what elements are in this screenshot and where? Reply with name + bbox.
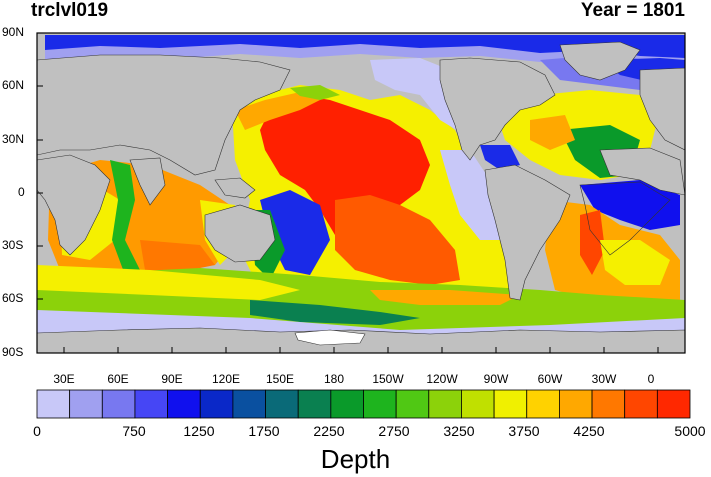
lon-tick-180: 180 (323, 372, 345, 386)
indian-green-ridge (110, 160, 140, 275)
colorbar-swatch (232, 389, 266, 419)
colorbar-swatch (395, 389, 430, 419)
ross-ice-shelf (294, 329, 366, 346)
colorbar-swatch (199, 389, 234, 419)
colorbar-swatch (167, 389, 201, 419)
south-america (484, 164, 571, 301)
lon-tick-60w: 60W (537, 372, 563, 386)
colorbar-label-4250: 4250 (573, 423, 605, 439)
africa-east (599, 147, 685, 196)
colorbar-swatch (493, 389, 528, 419)
colorbar-swatch (69, 389, 103, 419)
eurasia (639, 67, 685, 151)
indonesia-islands (214, 177, 256, 199)
africa-south (579, 181, 671, 256)
atlantic-equatorial-blue (580, 180, 680, 230)
colorbar-swatch (363, 389, 397, 419)
colorbar-swatch (330, 389, 364, 419)
southern-ocean-orange (370, 290, 520, 305)
colorbar-label-0: 0 (33, 423, 41, 439)
atlantic-south-yellow (600, 240, 670, 285)
colorbar-label-3750: 3750 (508, 423, 540, 439)
colorbar-label-1750: 1750 (248, 423, 280, 439)
india (129, 157, 166, 206)
lat-tick-60s: 60S (2, 291, 24, 305)
colorbar-label-1250: 1250 (183, 423, 215, 439)
atlantic-north-orange (530, 115, 575, 150)
colorbar-swatch (428, 389, 462, 419)
colorbar-label-5000: 5000 (674, 423, 706, 439)
lon-tick-0: 0 (647, 372, 655, 386)
colorbar-swatch (624, 389, 658, 419)
lon-tick-60e: 60E (107, 372, 129, 386)
colorbar-swatch (297, 389, 332, 419)
lon-tick-120e: 120E (211, 372, 241, 386)
southern-ocean-teal (250, 300, 420, 325)
map-title-year: Year = 1801 (580, 0, 685, 21)
colorbar (36, 389, 691, 419)
colorbar-swatch (591, 389, 626, 419)
indian-south-orange (140, 240, 215, 272)
lat-tick-30n: 30N (2, 132, 25, 146)
colorbar-swatch (559, 389, 593, 419)
colorbar-label-3250: 3250 (443, 423, 475, 439)
north-america (439, 57, 556, 161)
atlantic-south-red (580, 210, 605, 275)
africa (37, 154, 111, 256)
colorbar-swatch (461, 389, 495, 419)
lat-tick-0: 0 (18, 185, 25, 199)
bering-green (290, 85, 340, 100)
lat-tick-90s: 90S (2, 345, 24, 359)
lon-tick-30e: 30E (53, 372, 75, 386)
colorbar-swatch (134, 389, 168, 419)
lon-tick-90w: 90W (483, 372, 509, 386)
lon-tick-90e: 90E (161, 372, 183, 386)
arctic-shelf (45, 44, 685, 66)
pacific-orange-zone (335, 195, 460, 285)
lon-tick-30w: 30W (591, 372, 617, 386)
colorbar-label-750: 750 (122, 423, 146, 439)
lon-tick-150e: 150E (265, 372, 295, 386)
greenland (559, 41, 641, 81)
colorbar-swatch (101, 389, 136, 419)
map-title-variable: trclvl019 (31, 0, 109, 21)
australia (204, 204, 276, 263)
southern-ocean-yellow (37, 265, 300, 300)
colorbar-label-2750: 2750 (378, 423, 410, 439)
colorbar-label-2250: 2250 (313, 423, 345, 439)
map-ticks (37, 32, 659, 354)
colorbar-title: Depth (320, 444, 391, 474)
pacific-north-shelf (235, 92, 330, 130)
lon-tick-150w: 150W (372, 372, 404, 386)
eurasia-west (37, 54, 291, 176)
colorbar-swatch (656, 389, 691, 419)
lon-tick-120w: 120W (426, 372, 458, 386)
colorbar-swatch (265, 389, 299, 419)
colorbar-swatch (36, 389, 71, 419)
lat-tick-90n: 90N (2, 25, 25, 39)
lat-tick-30s: 30S (2, 238, 24, 252)
lat-tick-60n: 60N (2, 78, 25, 92)
gulf-blue (480, 145, 520, 170)
arctic-ocean (45, 35, 685, 60)
colorbar-swatch (526, 389, 560, 419)
